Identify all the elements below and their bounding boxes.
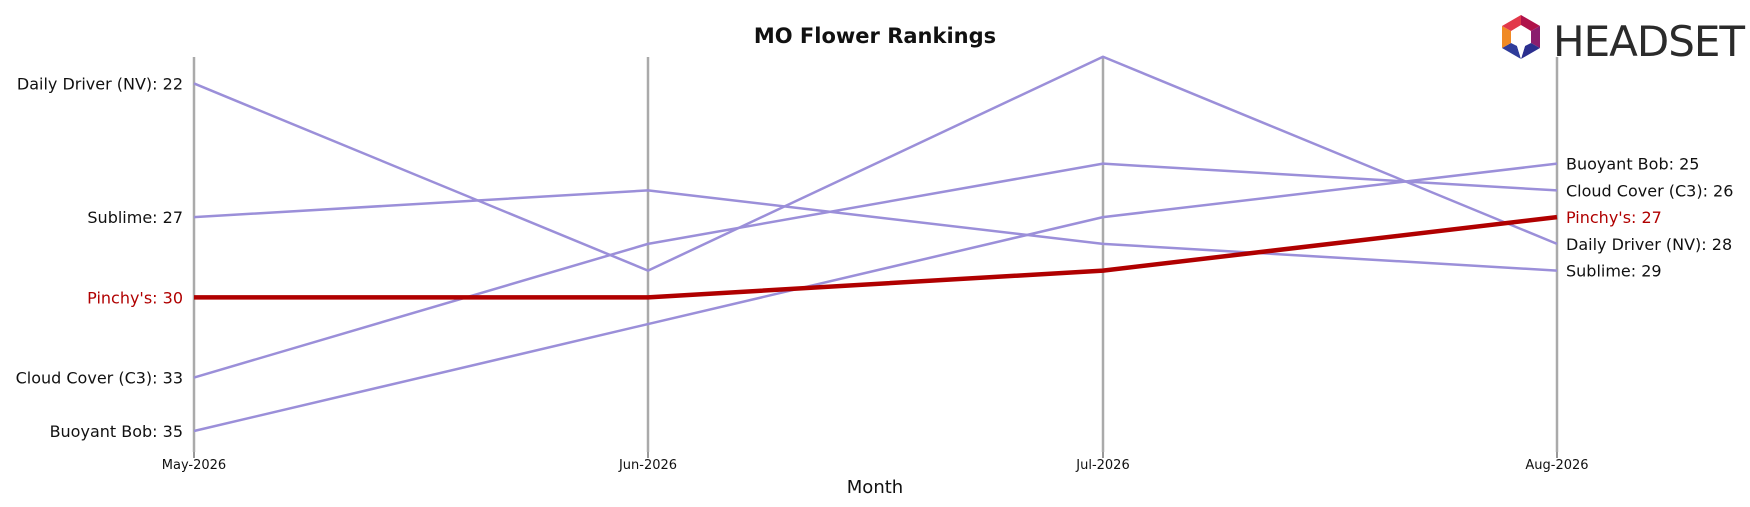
x-tick-label: Jul-2026	[1075, 458, 1129, 473]
series-line-daily-driver-nv-	[193, 55, 1558, 272]
start-label-daily-driver-nv-: Daily Driver (NV): 22	[17, 74, 183, 93]
start-label-pinchy-s: Pinchy's: 30	[87, 288, 183, 307]
x-axis-label: Month	[847, 477, 903, 498]
series-line-cloud-cover-c3-	[193, 162, 1558, 379]
start-label-sublime: Sublime: 27	[87, 208, 183, 227]
end-label-pinchy-s: Pinchy's: 27	[1566, 208, 1662, 227]
right-rank-labels: Daily Driver (NV): 28 Sublime: 29 Pinchy's…	[1566, 155, 1733, 281]
x-axis-ticks: May-2026 Jun-2026 Jul-2026 Aug-2026	[162, 452, 1589, 473]
headset-logo-text: HEADSET	[1553, 17, 1745, 66]
headset-hexagon-logo-icon	[1502, 15, 1540, 59]
series-line-pinchy-s	[194, 214, 1558, 300]
series-line-buoyant-bob	[193, 162, 1558, 433]
series-line-sublime	[193, 189, 1558, 272]
end-label-cloud-cover-c3-: Cloud Cover (C3): 26	[1566, 181, 1733, 200]
left-rank-labels: Daily Driver (NV): 22 Sublime: 27 Pinchy's…	[16, 74, 183, 441]
x-tick-label: May-2026	[162, 458, 226, 473]
end-label-buoyant-bob: Buoyant Bob: 25	[1566, 155, 1699, 174]
start-label-buoyant-bob: Buoyant Bob: 35	[50, 422, 183, 441]
x-tick-label: Aug-2026	[1525, 458, 1588, 473]
end-label-daily-driver-nv-: Daily Driver (NV): 28	[1566, 235, 1732, 254]
headset-logo: HEADSET	[1502, 15, 1746, 66]
end-label-sublime: Sublime: 29	[1566, 262, 1662, 281]
month-gridlines	[192, 57, 1559, 452]
chart-title: MO Flower Rankings	[754, 24, 996, 48]
start-label-cloud-cover-c3-: Cloud Cover (C3): 33	[16, 369, 183, 388]
series-lines	[193, 55, 1558, 433]
x-tick-label: Jun-2026	[618, 458, 677, 473]
